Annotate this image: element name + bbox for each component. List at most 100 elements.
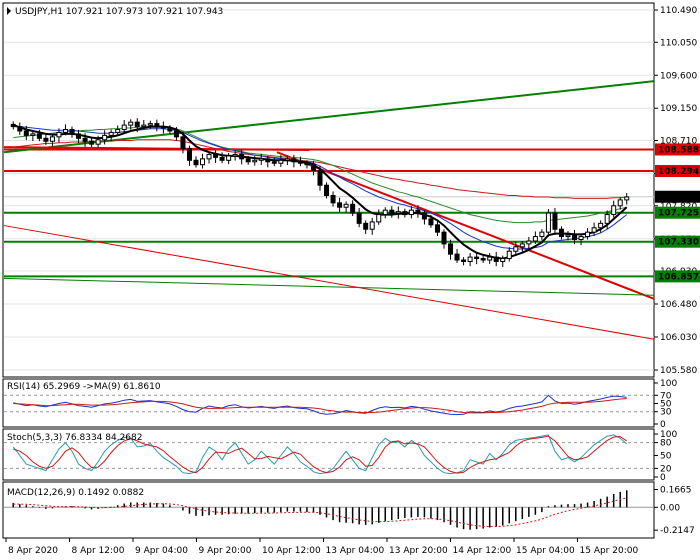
stoch-series-line: [12, 434, 628, 475]
time-axis-label: 10 Apr 12:00: [262, 546, 321, 556]
price-header-text: USDJPY,H1 107.921 107.973 107.921 107.94…: [15, 7, 223, 17]
time-axis-label: 14 Apr 12:00: [453, 546, 512, 556]
candle-body: [82, 137, 88, 142]
candle-body: [56, 131, 62, 138]
price-tick-label: 106.480: [660, 300, 697, 310]
candle-body: [115, 129, 121, 133]
candle-body: [278, 159, 284, 164]
level-label-box: [655, 143, 700, 156]
candle-body: [89, 140, 95, 145]
candle-body: [487, 256, 493, 261]
time-axis: 8 Apr 2020 8 Apr 12:00 9 Apr 04:00 9 Apr 20…: [5, 538, 639, 556]
rsi-tick-label: 100: [660, 379, 677, 389]
level-label-box: [655, 165, 700, 178]
candle-body: [624, 196, 630, 201]
rsi-lines: [4, 394, 654, 416]
stoch-tick-label: 20: [660, 464, 672, 474]
stoch-lines: [4, 434, 654, 475]
candle-body: [317, 170, 323, 186]
candle-body: [558, 228, 564, 238]
candle-body: [167, 127, 173, 132]
level-label: 107.330: [658, 238, 699, 248]
candle-body: [572, 234, 578, 240]
candle-body: [245, 158, 251, 163]
level-labels: 108.588 108.294 107.725 107.330 106.857 107.9…: [655, 143, 700, 283]
candle-body: [141, 124, 147, 128]
trendline: [3, 225, 655, 340]
trendline: [276, 151, 655, 300]
time-axis-label: 15 Apr 20:00: [580, 546, 639, 556]
candle-body: [219, 156, 225, 161]
price-tick-label: 108.710: [660, 137, 697, 147]
candle-body: [291, 158, 297, 163]
candle-body: [134, 121, 140, 128]
rsi-tick-label: 0: [660, 420, 666, 430]
trendlines: [3, 80, 655, 340]
candle-body: [297, 161, 303, 164]
candle-body: [17, 126, 23, 132]
candle-body: [186, 148, 192, 161]
stoch-series-line: [13, 435, 627, 474]
macd-axis: 0.1665 0.00 -0.2147: [654, 486, 695, 536]
candle-body: [382, 209, 388, 216]
candle-body: [389, 209, 395, 214]
price-tick-label: 106.030: [660, 333, 697, 343]
candle-body: [343, 203, 349, 208]
candle-body: [239, 153, 245, 160]
time-axis-label: 13 Apr 20:00: [389, 546, 448, 556]
candle-body: [23, 130, 29, 136]
candle-body: [265, 158, 271, 163]
candle-body: [467, 256, 473, 262]
candle-body: [193, 159, 199, 166]
candle-body: [434, 224, 440, 233]
candle-body: [62, 129, 68, 133]
candle-body: [324, 184, 330, 196]
candle-body: [598, 222, 604, 229]
current-price-box: [655, 190, 700, 203]
candle-body: [160, 126, 166, 129]
macd-tick-label: -0.2147: [660, 526, 695, 536]
candle-body: [376, 214, 382, 223]
collapse-triangle-icon[interactable]: [7, 7, 11, 15]
time-axis-label: 9 Apr 04:00: [135, 546, 188, 556]
stoch-tick-label: 50: [660, 452, 672, 462]
stoch-tick-label: 100: [660, 430, 677, 440]
level-label: 107.725: [658, 209, 699, 219]
candle-body: [519, 243, 525, 248]
candle-body: [226, 155, 232, 161]
price-header: USDJPY,H1 107.921 107.973 107.921 107.94…: [7, 7, 223, 17]
candle-body: [421, 212, 427, 220]
candle-body: [69, 129, 75, 135]
candle-body: [30, 133, 36, 136]
time-axis-label: 9 Apr 20:00: [199, 546, 252, 556]
rsi-tick-label: 30: [660, 408, 672, 418]
candle-body: [539, 231, 545, 238]
macd-panel-frame: [2, 481, 655, 539]
macd-panel: 0.1665 0.00 -0.2147 MACD(12,26,9) 0.1492 0…: [2, 481, 695, 539]
candle-body: [369, 221, 375, 230]
candle-body: [147, 123, 153, 126]
candle-body: [402, 211, 408, 216]
candle-body: [532, 236, 538, 242]
level-label-box: [655, 235, 700, 248]
candle-body: [252, 159, 258, 163]
candle-body: [408, 209, 414, 216]
rsi-tick-label: 50: [660, 400, 672, 410]
price-tick-label: 110.490: [660, 6, 697, 16]
stoch-tick-label: 0: [660, 473, 666, 483]
level-label: 106.857: [658, 272, 699, 282]
time-axis-label: 15 Apr 04:00: [516, 546, 575, 556]
candle-body: [611, 205, 617, 216]
trendline: [3, 146, 310, 152]
candle-body: [395, 211, 401, 214]
level-label: 108.588: [658, 145, 699, 155]
candle-body: [474, 256, 480, 260]
rsi-header: RSI(14) 65.2969 ->MA(9) 61.8610: [7, 382, 161, 392]
candle-body: [461, 259, 467, 262]
candle-body: [363, 222, 369, 230]
candle-body: [43, 137, 49, 142]
candle-body: [128, 121, 134, 126]
candle-body: [102, 134, 108, 141]
